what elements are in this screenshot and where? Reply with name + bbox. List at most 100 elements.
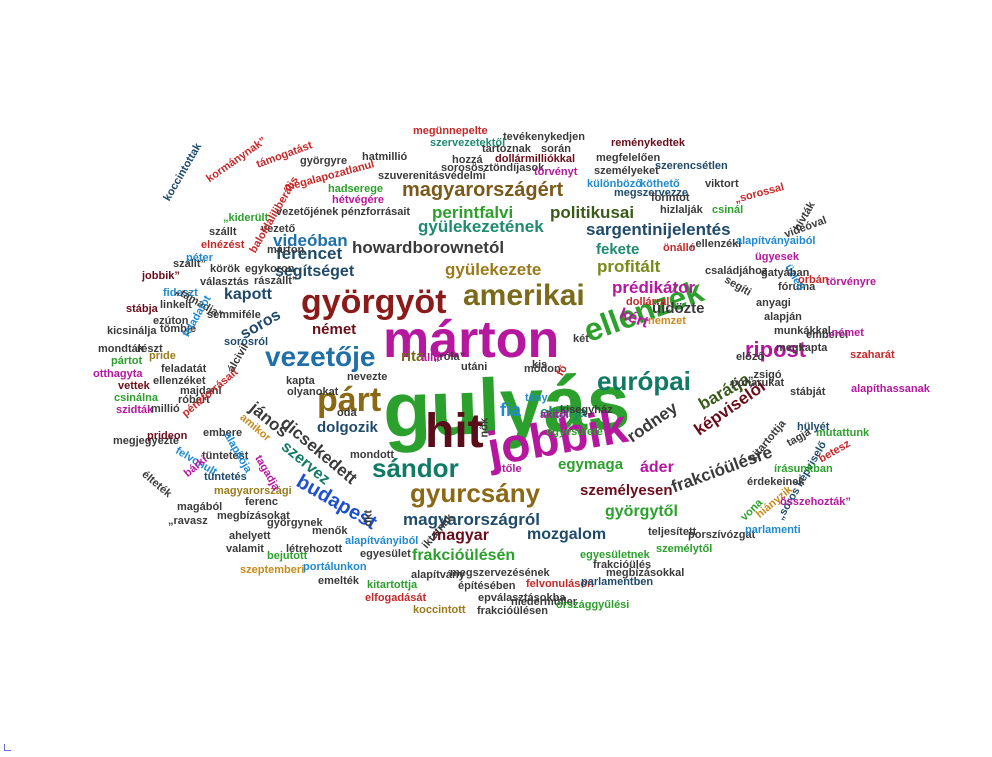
word: perintfalvi bbox=[432, 202, 514, 222]
word: egymaga bbox=[558, 455, 624, 473]
word: emberei bbox=[806, 328, 849, 341]
word: hozzá bbox=[452, 153, 483, 166]
word: györgynek bbox=[267, 516, 323, 529]
word: összehozták” bbox=[780, 495, 851, 508]
word: üldözte bbox=[652, 299, 705, 317]
word: otthagyta bbox=[93, 367, 143, 380]
word: európai bbox=[597, 366, 691, 396]
word: bejutott bbox=[267, 549, 308, 562]
word: alapítványiból bbox=[345, 534, 419, 547]
word: megszervezze bbox=[614, 186, 688, 199]
word: mondták bbox=[98, 342, 144, 355]
word: parlamentben bbox=[581, 575, 654, 588]
word: portálunkon bbox=[303, 560, 367, 573]
word: állít bbox=[421, 351, 440, 364]
word: fia bbox=[500, 400, 522, 420]
word: csinálna bbox=[114, 391, 159, 404]
word: módon bbox=[524, 362, 561, 375]
word: „sorossal bbox=[733, 180, 786, 206]
word: teljesített bbox=[648, 525, 697, 538]
word: kapott bbox=[224, 286, 272, 303]
word: forintot bbox=[651, 191, 690, 204]
word: gyurcsány bbox=[410, 478, 541, 508]
word: dollárral bbox=[626, 295, 670, 308]
word: porszívózgat bbox=[688, 528, 756, 541]
word: szidták bbox=[116, 403, 154, 416]
word: orbán bbox=[798, 273, 829, 286]
word: rászállt” bbox=[254, 274, 298, 287]
word: hétvégére bbox=[332, 193, 384, 206]
word: prideon bbox=[147, 429, 188, 442]
word: törvényre bbox=[826, 275, 877, 288]
word: személytől bbox=[656, 542, 713, 555]
word: alapítványaiból bbox=[736, 234, 816, 247]
word: országgyűlési bbox=[556, 598, 630, 611]
word: magyarországról bbox=[403, 509, 540, 529]
word: „zsigó bbox=[748, 368, 782, 381]
word: rodney bbox=[623, 397, 681, 446]
word: niedermüller bbox=[511, 595, 578, 608]
word: mutattunk bbox=[816, 426, 870, 439]
word: szállt bbox=[209, 225, 237, 238]
word: oda bbox=[337, 406, 357, 419]
word: profitált bbox=[597, 256, 661, 276]
word: alapján bbox=[764, 310, 802, 323]
word: dkt bbox=[362, 509, 375, 527]
corner-mark bbox=[4, 744, 11, 751]
word: györgyre bbox=[300, 154, 348, 167]
word: szerencsétlen bbox=[655, 159, 728, 172]
word: előző bbox=[736, 350, 765, 363]
word: két bbox=[573, 332, 589, 345]
word: amerikai bbox=[463, 279, 585, 312]
word: márton bbox=[383, 311, 560, 369]
word: stábja bbox=[126, 302, 158, 315]
word: ferenc bbox=[245, 495, 279, 508]
word: „ellenzéki bbox=[690, 237, 742, 250]
word: anyagi bbox=[756, 296, 791, 309]
word: hatmillió bbox=[362, 150, 408, 163]
word: frakcióülés bbox=[593, 558, 652, 571]
word: elnézést bbox=[201, 238, 245, 251]
word: építésében bbox=[458, 579, 516, 592]
word: tartoznak bbox=[482, 142, 531, 155]
word: howardborownetól bbox=[352, 237, 505, 257]
word: akitől bbox=[540, 408, 569, 421]
word: parlamenti bbox=[745, 523, 801, 536]
word: pénzforrásait bbox=[341, 205, 411, 218]
word: sorosösztöndíjasok bbox=[441, 161, 545, 174]
word: semmiféle bbox=[207, 308, 261, 321]
word: vettek bbox=[118, 379, 150, 392]
word: gyülekezete bbox=[445, 259, 542, 279]
word: csinál bbox=[712, 203, 744, 216]
word: jobbik” bbox=[142, 269, 180, 282]
word: tőle bbox=[502, 462, 522, 475]
word: körök bbox=[210, 262, 240, 275]
word: nemzet bbox=[648, 314, 686, 327]
word: rita bbox=[401, 347, 425, 365]
word: kapta bbox=[286, 374, 315, 387]
word: millió bbox=[151, 402, 180, 415]
word: tüntetés bbox=[204, 470, 247, 483]
word: kis bbox=[532, 358, 548, 371]
word: koccintottak bbox=[161, 140, 205, 203]
word: egyesület bbox=[360, 547, 411, 560]
word: segítséget bbox=[275, 263, 355, 280]
word: valamit bbox=[226, 542, 264, 555]
word: írásunkban bbox=[774, 462, 833, 475]
word: prédikátor bbox=[612, 277, 696, 297]
word: vezető bbox=[261, 222, 296, 235]
word: szaharát bbox=[850, 348, 895, 361]
word: munkákkal bbox=[774, 324, 831, 337]
word: videóban bbox=[273, 230, 348, 250]
word: felvonuláson bbox=[526, 577, 594, 590]
word: magyarországi bbox=[214, 484, 292, 497]
word: fideszt bbox=[163, 286, 198, 299]
word: megszervezésének bbox=[450, 566, 550, 579]
word: mondott bbox=[350, 448, 394, 461]
word: elzárja bbox=[540, 403, 587, 421]
word: elfogadását bbox=[365, 591, 427, 604]
word: különböző bbox=[587, 177, 642, 190]
word: „róla” bbox=[434, 350, 466, 363]
word: reménykedtek bbox=[611, 136, 685, 149]
word: magyar bbox=[432, 527, 489, 544]
